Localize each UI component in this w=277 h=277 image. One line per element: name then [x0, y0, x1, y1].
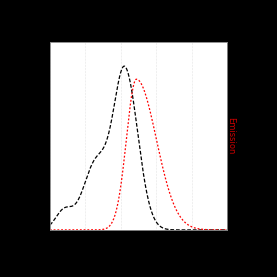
X-axis label: Wavelength (nm): Wavelength (nm) [102, 253, 175, 263]
Y-axis label: Emission: Emission [227, 117, 235, 154]
Title: CF™568: CF™568 [118, 31, 159, 41]
Y-axis label: Absorbtion: Absorbtion [35, 113, 44, 158]
